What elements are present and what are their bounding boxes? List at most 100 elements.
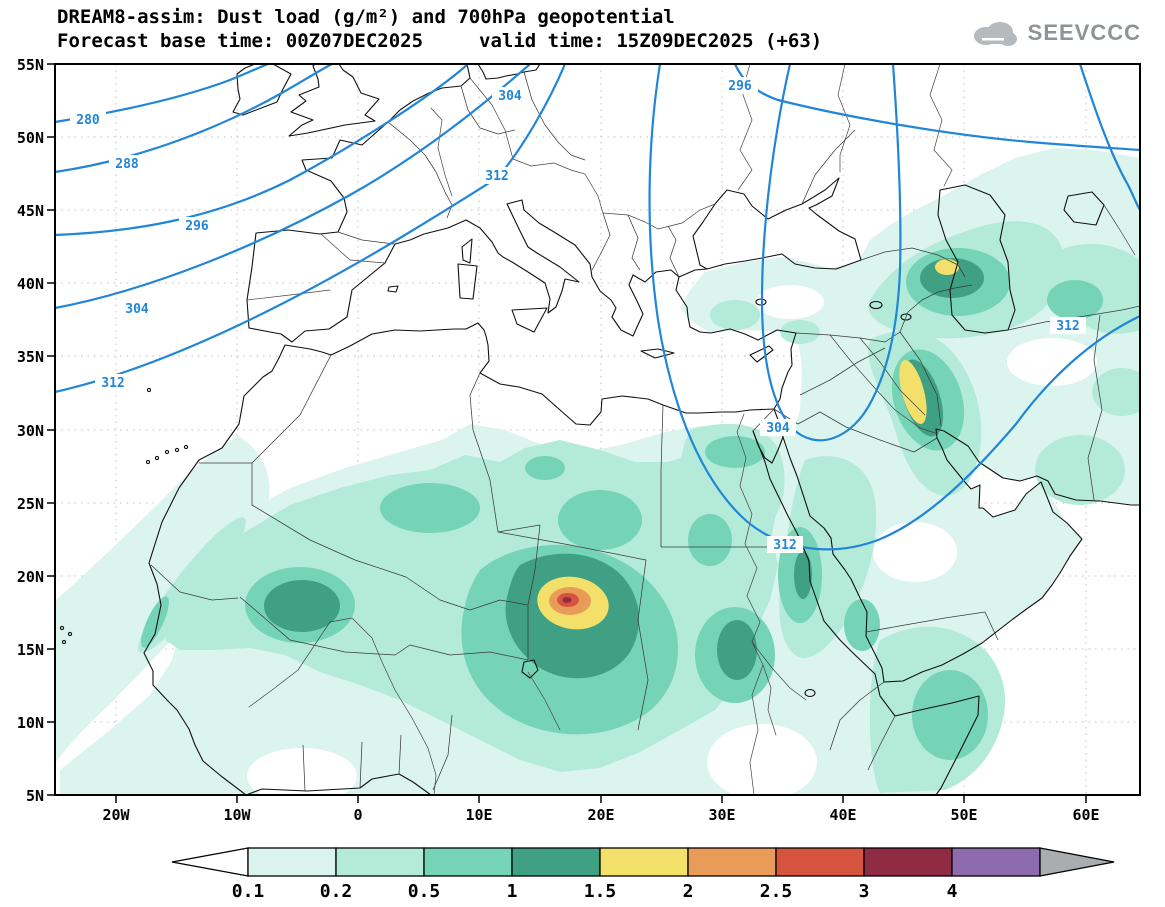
dust-area-3-chad — [562, 597, 572, 603]
contour-label: 312 — [1056, 319, 1079, 334]
clear-patch-arabia — [873, 522, 957, 582]
coastline-arabia-gulf-iran — [782, 428, 1140, 683]
colorbar-tick-label: 0.1 — [232, 881, 265, 902]
island-madeira — [146, 387, 152, 393]
canary-islands — [145, 444, 189, 465]
contour-304-trough — [760, 64, 902, 442]
logo-text: SEEVCCC — [1027, 20, 1141, 45]
colorbar-underflow-arrow — [171, 847, 249, 877]
island-cyprus — [749, 345, 774, 363]
lon-tick-label: 20E — [587, 806, 614, 824]
contour-296-east — [733, 64, 1140, 152]
dust-area-0p5-libya — [558, 490, 642, 550]
valid-time: valid time: 15Z09DEC2025 (+63) — [479, 30, 823, 52]
contour-296-west — [55, 64, 470, 237]
cloud-icon — [973, 22, 1017, 46]
coastline-great-britain — [288, 64, 380, 137]
coastline-red-sea-africa-horn — [752, 430, 980, 795]
colorbar-overflow-arrow — [1039, 847, 1115, 877]
lat-tick-label: 35N — [17, 348, 44, 366]
contour-label: 280 — [76, 113, 100, 128]
lon-tick-label: 20W — [102, 806, 130, 824]
river-elbe — [469, 77, 514, 160]
dust-area-1p5-azerbaijan — [935, 259, 959, 275]
colorbar-tick-label: 2 — [683, 881, 694, 902]
colorbar-segment — [599, 847, 689, 877]
clear-patch-anatolia — [756, 285, 824, 319]
colorbar-labels: 0.1 0.2 0.5 1 1.5 2 2.5 3 4 — [232, 881, 958, 902]
dust-area-0p2-turkey-2 — [780, 320, 820, 344]
cape-verde-islands — [59, 625, 73, 645]
river-ebro — [320, 233, 386, 264]
dust-area-0p5-sw-arabia — [844, 599, 880, 651]
dust-area-0p5-egypt-sudan — [688, 514, 732, 566]
contour-label: 304 — [125, 302, 149, 317]
lon-tick-label: 10E — [465, 806, 492, 824]
colorbar-overflow-segment — [951, 847, 1041, 877]
dust-area-0p2-atlantic — [138, 517, 246, 653]
colorbar-tick-label: 0.5 — [408, 881, 441, 902]
colorbar-segment — [423, 847, 513, 877]
colorbar-segment — [863, 847, 953, 877]
dust-area-0p5-algeria — [380, 483, 480, 533]
river-don — [837, 64, 851, 173]
axis-ticks — [47, 63, 1087, 803]
contour-label: 312 — [773, 538, 796, 553]
contour-label: 304 — [498, 89, 522, 104]
lat-tick-label: 15N — [17, 641, 44, 659]
lat-tick-label: 45N — [17, 202, 44, 220]
colorbar-tick-label: 4 — [947, 881, 958, 902]
lat-tick-label: 40N — [17, 275, 44, 293]
contour-312-west — [55, 64, 567, 394]
dust-area-0p5-east-caspian — [1047, 280, 1103, 320]
dust-area-0p2-se-iran — [1035, 435, 1125, 505]
dust-area-1-mali — [264, 580, 340, 632]
lon-tick-label: 60E — [1072, 806, 1099, 824]
coastline-gulf-of-guinea — [245, 773, 432, 795]
colorbar-tick-label: 3 — [859, 881, 870, 902]
coastlines — [59, 64, 1140, 795]
river-tigris — [859, 337, 926, 416]
lat-tick-label: 5N — [26, 787, 44, 805]
dust-area-0p5-senegal — [141, 596, 169, 648]
country-borders — [150, 71, 1140, 792]
contour-label: 296 — [728, 79, 752, 94]
lat-tick-label: 10N — [17, 714, 44, 732]
colorbar: 0.1 0.2 0.5 1 1.5 2 2.5 3 4 — [171, 847, 1115, 902]
clear-patch-west-africa — [247, 748, 357, 795]
river-white-nile — [749, 664, 764, 795]
island-mallorca — [387, 285, 399, 293]
clear-patch-south-sudan — [707, 724, 817, 795]
lat-tick-label: 20N — [17, 568, 44, 586]
chart-subtitle: Forecast base time: 00Z07DEC2025 valid ti… — [57, 30, 822, 52]
river-amu-darya — [1103, 204, 1136, 256]
lat-tick-label: 55N — [17, 56, 44, 74]
colorbar-segment — [511, 847, 601, 877]
lat-tick-label: 25N — [17, 495, 44, 513]
river-blue-nile — [751, 641, 807, 701]
lon-tick-label: 50E — [950, 806, 977, 824]
island-sicily — [511, 307, 548, 333]
island-crete — [640, 348, 675, 359]
colorbar-tick-label: 0.2 — [320, 881, 353, 902]
dust-area-0p2-pakistan — [1092, 368, 1140, 416]
colorbar-tick-label: 1 — [507, 881, 518, 902]
contour-304-west — [55, 64, 532, 310]
dust-area-0p5-egypt-coast — [705, 436, 765, 468]
river-chari — [527, 671, 561, 731]
forecast-base-time: Forecast base time: 00Z07DEC2025 — [57, 30, 424, 52]
river-volga — [929, 64, 953, 187]
coastline-turkey-levant-north-africa — [143, 276, 797, 795]
dust-area-0p5-nw-libya — [525, 456, 565, 480]
lat-tick-label: 50N — [17, 129, 44, 147]
seevccc-logo: SEEVCCC — [968, 16, 1141, 50]
contour-304-northeast — [1078, 64, 1140, 212]
lon-tick-label: 30E — [708, 806, 735, 824]
dust-area-1-red-sea — [794, 551, 812, 599]
colorbar-segment — [775, 847, 865, 877]
lakes — [521, 298, 912, 698]
lon-tick-label: 40E — [829, 806, 856, 824]
coastline-ireland — [232, 64, 292, 116]
